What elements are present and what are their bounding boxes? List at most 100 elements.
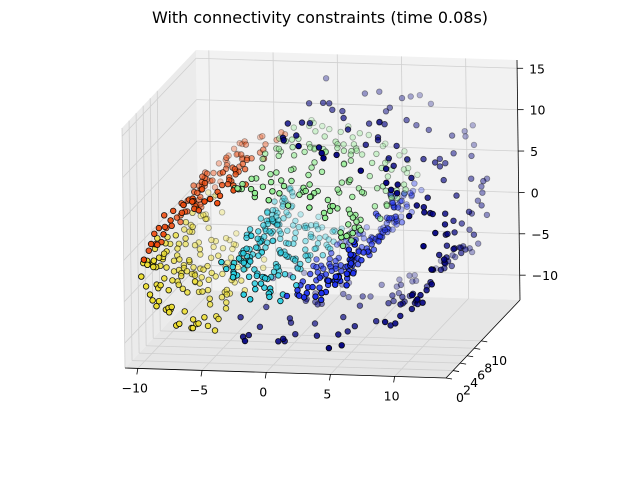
scatter-point [233, 230, 240, 237]
scatter-point [201, 314, 208, 321]
scatter-point [393, 189, 401, 197]
scatter-point [349, 229, 356, 237]
scatter-point [307, 144, 314, 151]
scatter-point [382, 159, 389, 167]
z-tick-label: 10 [530, 103, 546, 118]
scatter-point [343, 270, 350, 277]
scatter-point [160, 250, 168, 257]
scatter-point [207, 254, 215, 261]
scatter-point [276, 190, 283, 197]
scatter-point [381, 226, 389, 234]
scatter-point [207, 177, 214, 185]
scatter-point [165, 309, 173, 316]
scatter-point [401, 190, 408, 197]
scatter-point [271, 198, 278, 205]
scatter-point [451, 229, 458, 236]
axis-lines [124, 59, 521, 379]
scatter-point [343, 232, 350, 240]
scatter-point [308, 164, 315, 171]
x-grid-floor [330, 296, 405, 375]
scatter-point [194, 189, 201, 196]
scatter-point [353, 145, 360, 152]
scatter-point [272, 207, 279, 214]
scatter-point [286, 186, 294, 193]
scatter-point [338, 342, 345, 349]
scatter-point [383, 202, 391, 209]
scatter-point [289, 143, 296, 151]
x-grid-floor [137, 290, 213, 369]
scatter-point [184, 289, 191, 296]
scatter-point [475, 240, 482, 247]
scatter-point [390, 162, 397, 169]
scatter-point [306, 119, 314, 127]
scatter-point [403, 203, 411, 210]
scatter-point [343, 282, 350, 289]
scatter-point [288, 177, 295, 185]
x-grid-back [401, 56, 405, 297]
y-grid-side [128, 120, 133, 361]
scatter-point [403, 201, 410, 208]
scatter-point [325, 277, 332, 284]
z-grid-side [124, 264, 199, 344]
scatter-point [204, 262, 211, 270]
scatter-point [210, 169, 217, 177]
scatter-point [157, 282, 164, 289]
scatter-point [442, 159, 449, 167]
scatter-point [289, 189, 296, 196]
scatter-point [413, 202, 420, 209]
scatter-point [311, 320, 319, 327]
scatter-point [406, 212, 413, 220]
scatter-point [315, 144, 323, 151]
scatter-point [219, 169, 227, 176]
scatter-point [278, 129, 285, 136]
scatter-point [302, 222, 310, 229]
scatter-point [421, 209, 428, 216]
scatter-point [224, 180, 232, 188]
scatter-point [398, 213, 405, 220]
scatter-point [264, 209, 271, 216]
scatter-point [174, 245, 181, 252]
scatter-point [168, 222, 175, 229]
scatter-point [161, 275, 168, 282]
scatter-point [239, 160, 246, 168]
scatter-point [215, 315, 222, 323]
scatter-point [182, 218, 190, 226]
scatter-point [360, 235, 367, 242]
scatter-point [462, 246, 469, 253]
scatter-point [397, 281, 405, 289]
scatter-point [348, 147, 355, 155]
scatter-point [218, 181, 226, 189]
scatter-point [199, 173, 206, 180]
scatter-point [258, 164, 266, 171]
scatter-point [470, 141, 478, 149]
scatter-point [277, 230, 285, 237]
scatter-point [301, 222, 308, 230]
x-tick-label: 10 [384, 388, 400, 403]
y-tick [445, 377, 453, 380]
scatter-point [326, 100, 333, 107]
scatter-point [286, 185, 293, 193]
scatter-point [386, 215, 393, 222]
scatter-point [404, 156, 411, 163]
scatter-point [204, 322, 212, 330]
scatter-point [138, 273, 145, 280]
scatter-point [230, 240, 238, 248]
x-tick [329, 374, 331, 381]
scatter-point [450, 217, 457, 224]
x-grid-back [465, 58, 470, 299]
scatter-point [155, 224, 163, 232]
scatter-point [350, 270, 357, 277]
scatter-point [393, 217, 401, 225]
scatter-point [263, 303, 270, 311]
scatter-point [206, 295, 213, 302]
scatter-point [189, 316, 197, 323]
scatter-point [392, 218, 399, 226]
scatter-point [363, 224, 370, 231]
scatter-point [259, 155, 266, 163]
scatter-point [371, 203, 379, 210]
scatter-point [201, 198, 208, 205]
scatter-point [393, 283, 400, 290]
scatter-point [313, 263, 320, 271]
